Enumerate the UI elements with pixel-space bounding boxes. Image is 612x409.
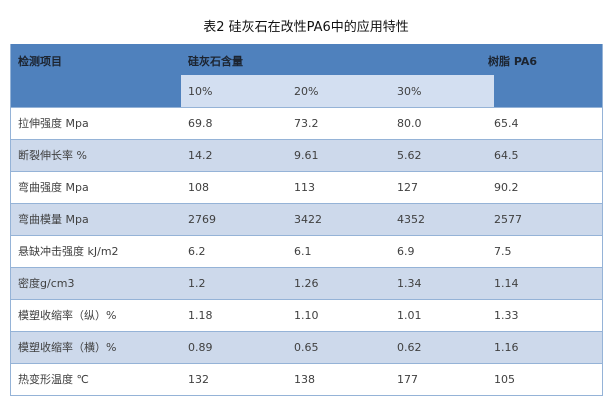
- cell: 6.1: [294, 245, 312, 258]
- data-table: 检测项目 硅灰石含量 树脂 PA6 10% 20% 30% 拉伸强度 Mpa 6…: [10, 44, 603, 396]
- cell: 1.33: [494, 309, 519, 322]
- cell: 1.14: [494, 277, 519, 290]
- table-row: 悬缺冲击强度 kJ/m2 6.2 6.1 6.9 7.5: [11, 235, 602, 267]
- cell: 113: [294, 181, 315, 194]
- cell: 0.62: [397, 341, 422, 354]
- header-test-item: 检测项目: [18, 55, 62, 68]
- cell: 69.8: [188, 117, 213, 130]
- cell: 1.26: [294, 277, 319, 290]
- table-row: 断裂伸长率 % 14.2 9.61 5.62 64.5: [11, 139, 602, 171]
- row-label: 断裂伸长率 %: [18, 149, 87, 162]
- row-label: 弯曲强度 Mpa: [18, 181, 89, 194]
- table-row: 弯曲模量 Mpa 2769 3422 4352 2577: [11, 203, 602, 235]
- subheader-20pct: 20%: [294, 85, 319, 98]
- row-label: 密度g/cm3: [18, 277, 75, 290]
- cell: 0.89: [188, 341, 213, 354]
- cell: 64.5: [494, 149, 519, 162]
- cell: 7.5: [494, 245, 512, 258]
- row-label: 弯曲模量 Mpa: [18, 213, 89, 226]
- cell: 2577: [494, 213, 522, 226]
- row-label: 模塑收缩率（纵）%: [18, 309, 117, 322]
- cell: 14.2: [188, 149, 213, 162]
- cell: 4352: [397, 213, 425, 226]
- cell: 65.4: [494, 117, 519, 130]
- table-row: 热变形温度 ℃ 132 138 177 105: [11, 363, 602, 395]
- cell: 73.2: [294, 117, 319, 130]
- subheader-10pct: 10%: [188, 85, 213, 98]
- table-row: 模塑收缩率（横）% 0.89 0.65 0.62 1.16: [11, 331, 602, 363]
- cell: 1.2: [188, 277, 206, 290]
- cell: 3422: [294, 213, 322, 226]
- row-label: 模塑收缩率（横）%: [18, 341, 117, 354]
- header-resin-pa6: 树脂 PA6: [488, 55, 538, 68]
- row-label: 热变形温度 ℃: [18, 373, 89, 386]
- cell: 1.34: [397, 277, 422, 290]
- cell: 9.61: [294, 149, 319, 162]
- cell: 0.65: [294, 341, 319, 354]
- header-wollastonite-content: 硅灰石含量: [188, 55, 243, 68]
- cell: 6.9: [397, 245, 415, 258]
- cell: 108: [188, 181, 209, 194]
- row-label: 拉伸强度 Mpa: [18, 117, 89, 130]
- cell: 80.0: [397, 117, 422, 130]
- table-row: 密度g/cm3 1.2 1.26 1.34 1.14: [11, 267, 602, 299]
- table-row: 弯曲强度 Mpa 108 113 127 90.2: [11, 171, 602, 203]
- subheader-percentage-box: 10% 20% 30%: [181, 75, 494, 107]
- table-header: 检测项目 硅灰石含量 树脂 PA6 10% 20% 30%: [11, 44, 602, 107]
- cell: 90.2: [494, 181, 519, 194]
- cell: 138: [294, 373, 315, 386]
- cell: 177: [397, 373, 418, 386]
- cell: 6.2: [188, 245, 206, 258]
- subheader-30pct: 30%: [397, 85, 422, 98]
- cell: 1.10: [294, 309, 319, 322]
- cell: 1.16: [494, 341, 519, 354]
- cell: 1.18: [188, 309, 213, 322]
- row-label: 悬缺冲击强度 kJ/m2: [18, 245, 119, 258]
- cell: 1.01: [397, 309, 422, 322]
- cell: 127: [397, 181, 418, 194]
- table-row: 拉伸强度 Mpa 69.8 73.2 80.0 65.4: [11, 107, 602, 139]
- table-title: 表2 硅灰石在改性PA6中的应用特性: [203, 20, 409, 35]
- cell: 132: [188, 373, 209, 386]
- cell: 105: [494, 373, 515, 386]
- cell: 5.62: [397, 149, 422, 162]
- table-row: 模塑收缩率（纵）% 1.18 1.10 1.01 1.33: [11, 299, 602, 331]
- cell: 2769: [188, 213, 216, 226]
